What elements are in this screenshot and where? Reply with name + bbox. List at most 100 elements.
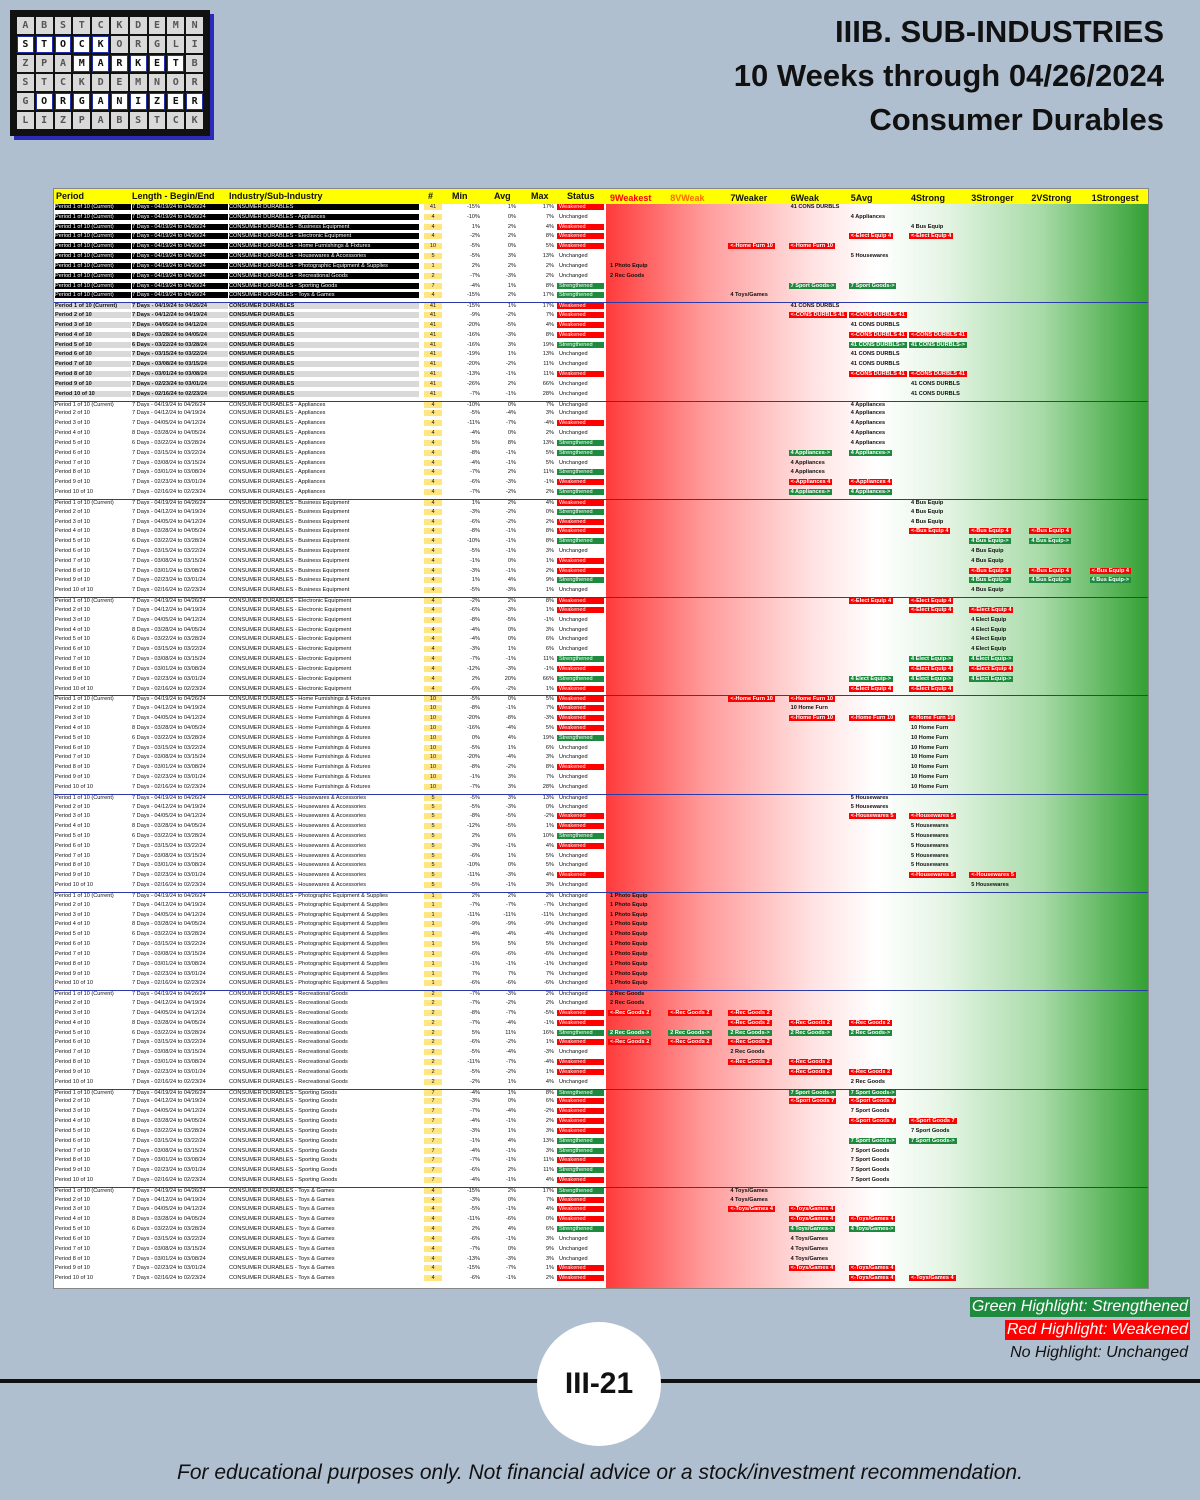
cell-industry: CONSUMER DURABLES - Appliances [229, 401, 326, 408]
cell-avg: 2% [507, 223, 516, 230]
strength-position: 4 Appliances [850, 439, 886, 446]
strength-position: 4 Appliances-> [848, 489, 893, 496]
cell-min: -7% [470, 469, 480, 476]
logo-filler-tile: T [148, 112, 166, 129]
cell-avg: 1% [507, 744, 516, 751]
cell-avg: 0% [507, 862, 516, 869]
strength-position: <-Elect Equip 4 [909, 233, 954, 240]
logo-filler-tile: A [92, 112, 109, 129]
logo-letter: Z [148, 93, 166, 110]
cell-avg: 6% [507, 833, 516, 839]
cell-status: Strengthened [557, 1147, 604, 1154]
cell-length: 7 Days - 03/15/24 to 03/22/24 [132, 449, 206, 456]
cell-avg: 2% [507, 1187, 516, 1194]
strength-position: <-Elect Equip 4 [848, 233, 894, 240]
cell-min: -13% [466, 371, 480, 378]
strength-position: 4 Elect Equip-> [969, 675, 1014, 682]
cell-status: Weakened [557, 1157, 604, 1164]
cell-period: Period 4 of 10 [55, 1019, 90, 1026]
cell-industry: CONSUMER DURABLES - Sporting Goods [229, 1098, 338, 1105]
cell-min: -20% [466, 361, 480, 368]
cell-min: -11% [467, 1059, 480, 1066]
logo-letter: O [35, 93, 53, 110]
cell-avg: -8% [506, 715, 516, 722]
cell-min: -6% [470, 1235, 480, 1242]
cell-count: 4 [424, 1235, 442, 1242]
cell-period: Period 1 of 10 (Current) [55, 1089, 114, 1096]
cell-industry: CONSUMER DURABLES - Recreational Goods [229, 1029, 348, 1036]
cell-count: 4 [424, 233, 442, 240]
cell-count: 4 [424, 538, 442, 545]
strength-position: <-Rec Goods 2 [668, 1009, 712, 1016]
cell-status: Weakened [557, 528, 604, 535]
cell-industry: CONSUMER DURABLES - Appliances [229, 213, 419, 220]
cell-max: 6% [545, 636, 554, 643]
cell-max: 2% [545, 1275, 554, 1282]
cell-length: 6 Days - 03/22/24 to 03/28/24 [132, 734, 206, 741]
logo-filler-tile: T [73, 17, 91, 34]
cell-avg: -7% [506, 1009, 516, 1016]
cell-length: 7 Days - 03/08/24 to 03/15/24 [132, 852, 206, 859]
cell-max: 11% [543, 656, 554, 663]
cell-industry: CONSUMER DURABLES [229, 341, 419, 348]
strength-position: 4 Elect Equip-> [909, 675, 954, 682]
cell-min: -6% [470, 606, 480, 613]
cell-length: 7 Days - 04/05/24 to 04/12/24 [132, 1009, 206, 1016]
cell-industry: CONSUMER DURABLES - Sporting Goods [229, 1127, 338, 1134]
cell-min: -5% [470, 882, 480, 889]
table-row: Period 1 of 10 (Current) 7 Days - 04/19/2… [54, 1088, 1148, 1099]
cell-length: 7 Days - 03/01/24 to 03/08/24 [132, 371, 228, 378]
cell-count: 4 [424, 528, 442, 535]
cell-max: 10% [542, 833, 554, 839]
cell-max: 9% [545, 1245, 554, 1252]
table-row: Period 6 of 10 7 Days - 03/15/24 to 03/22… [54, 744, 1148, 755]
cell-period: Period 2 of 10 [55, 312, 131, 319]
cell-period: Period 5 of 10 [55, 1029, 90, 1036]
cell-avg: 1% [507, 303, 516, 310]
cell-max: 28% [542, 390, 554, 397]
cell-max: -9% [544, 921, 554, 928]
cell-status: Strengthened [557, 1089, 604, 1096]
strength-position: 10 Home Furn [911, 734, 949, 741]
strength-position: 2 Rec Goods-> [848, 1029, 893, 1036]
cell-status: Weakened [557, 1068, 604, 1075]
cell-min: -20% [466, 321, 480, 328]
cell-min: -1% [470, 557, 480, 564]
cell-period: Period 7 of 10 [55, 1245, 90, 1252]
cell-avg: 1% [507, 1078, 516, 1085]
cell-period: Period 7 of 10 [55, 459, 90, 466]
cell-length: 7 Days - 03/15/24 to 03/22/24 [132, 1039, 206, 1046]
col-strength-5: 4Strong [911, 193, 946, 203]
logo-filler-tile: B [186, 55, 203, 72]
col-strength-4: 5Avg [850, 193, 873, 203]
table-row: Period 2 of 10 7 Days - 04/12/24 to 04/19… [54, 606, 1148, 617]
cell-min: -4% [470, 931, 480, 938]
cell-status: Unchanged [559, 783, 588, 790]
cell-min: -6% [470, 479, 480, 486]
logo-filler-tile: O [167, 74, 185, 91]
cell-period: Period 1 of 10 (Current) [55, 292, 131, 299]
cell-avg: -1% [506, 1206, 516, 1213]
cell-avg: -7% [506, 901, 516, 908]
cell-industry: CONSUMER DURABLES - Electronic Equipment [229, 233, 419, 240]
cell-period: Period 6 of 10 [55, 646, 90, 653]
cell-industry: CONSUMER DURABLES - Business Equipment [229, 538, 350, 545]
strength-position: <-CONS DURBLS 41 [909, 371, 967, 378]
cell-length: 7 Days - 03/01/24 to 03/08/24 [132, 960, 206, 967]
cell-avg: 1% [507, 282, 516, 289]
logo-filler-tile: K [110, 17, 128, 34]
cell-count: 1 [424, 901, 442, 908]
cell-min: -7% [470, 390, 480, 397]
col-strength-8: 1Strongest [1091, 193, 1139, 203]
cell-status: Unchanged [559, 970, 588, 977]
strength-position: <-Elect Equip 4 [909, 606, 954, 613]
strength-position: 5 Housewares [911, 842, 949, 849]
cell-status: Weakened [557, 223, 604, 230]
cell-period: Period 4 of 10 [55, 921, 90, 928]
cell-industry: CONSUMER DURABLES - Photographic Equipme… [229, 931, 388, 938]
cell-min: -4% [470, 282, 480, 289]
cell-period: Period 6 of 10 [55, 744, 90, 751]
cell-length: 7 Days - 03/15/24 to 03/22/24 [132, 1137, 206, 1144]
logo-letter: T [35, 36, 53, 53]
cell-period: Period 6 of 10 [55, 941, 90, 948]
